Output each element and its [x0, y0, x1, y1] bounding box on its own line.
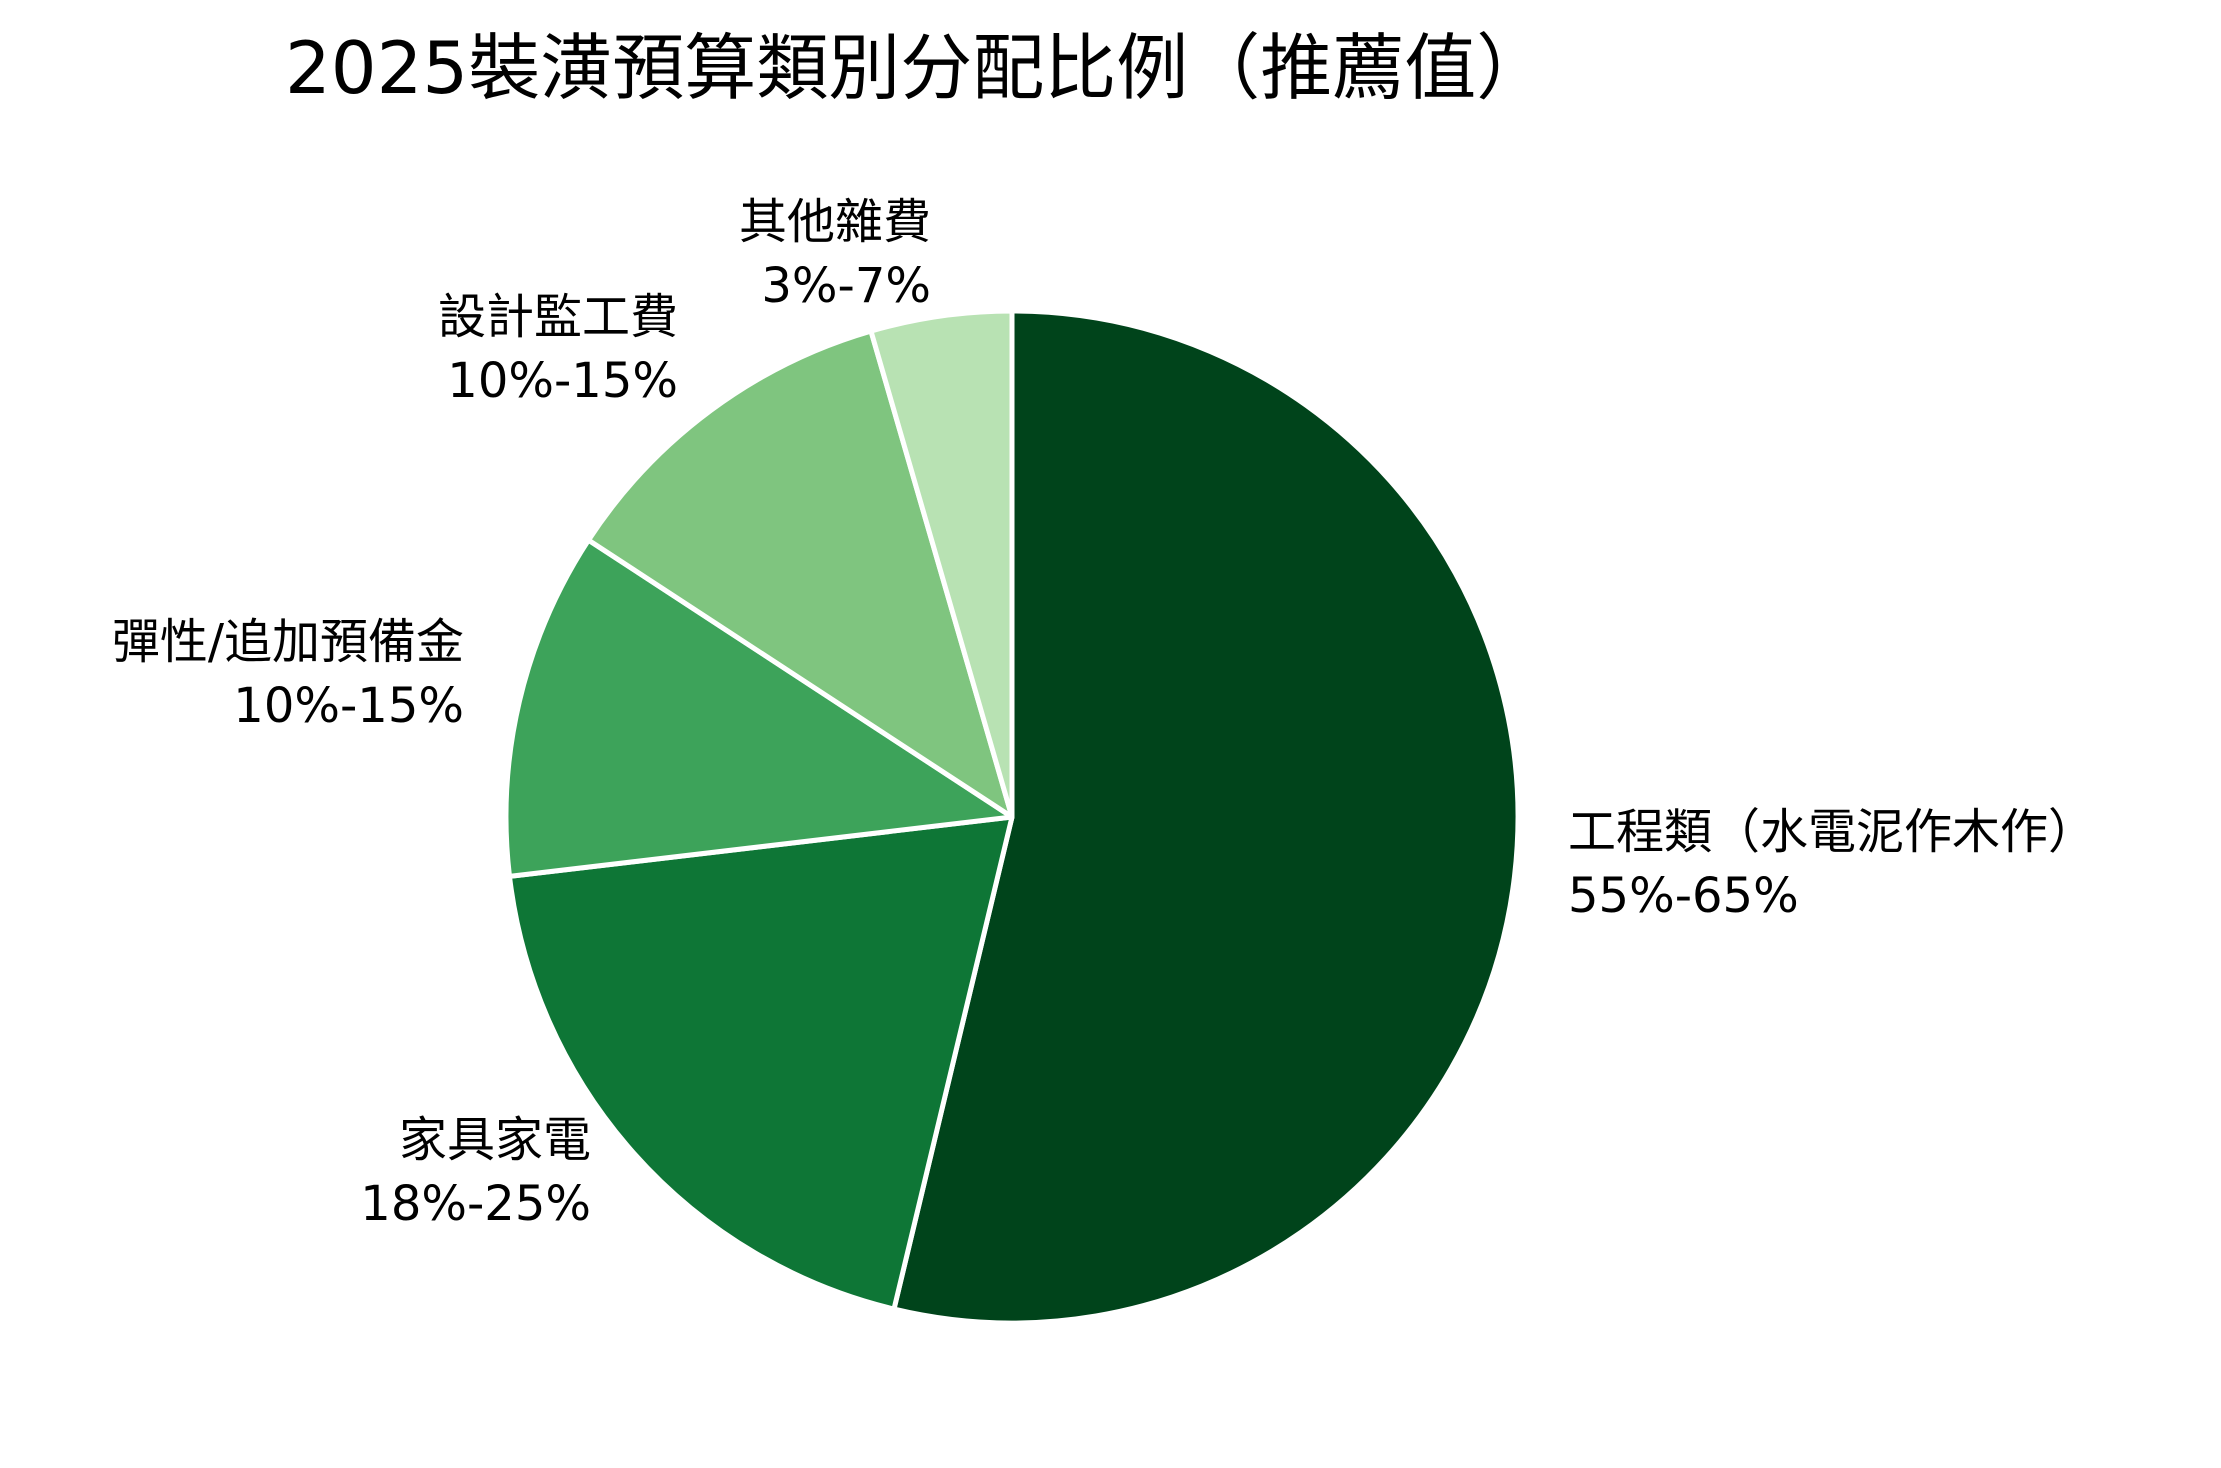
slice-label-name: 工程類（水電泥作木作） [1568, 804, 2097, 860]
pie-slice [503, 537, 1015, 879]
pie-slice [868, 308, 1015, 820]
slice-label-range: 3%-7% [761, 258, 931, 314]
pie-slice [891, 308, 1521, 1326]
slice-label-design: 設計監工費 10%-15% [438, 285, 678, 413]
slice-label-range: 18%-25% [360, 1176, 591, 1232]
slice-label-engineering: 工程類（水電泥作木作） 55%-65% [1568, 800, 2096, 928]
slice-label-range: 10%-15% [233, 678, 464, 734]
slice-label-name: 家具家電 [398, 1112, 591, 1168]
slice-label-name: 其他雜費 [738, 194, 931, 250]
slice-label-misc: 其他雜費 3%-7% [739, 190, 931, 318]
slice-label-name: 彈性/追加預備金 [111, 614, 464, 670]
slice-label-range: 10%-15% [447, 353, 678, 409]
slice-label-furniture: 家具家電 18%-25% [360, 1108, 591, 1236]
pie-slice [507, 814, 1015, 1312]
slice-label-contingency: 彈性/追加預備金 10%-15% [112, 610, 464, 738]
chart-title: 2025裝潢預算類別分配比例（推薦值） [285, 26, 1549, 110]
slice-label-name: 設計監工費 [437, 289, 678, 345]
slice-label-range: 55%-65% [1568, 868, 1799, 924]
